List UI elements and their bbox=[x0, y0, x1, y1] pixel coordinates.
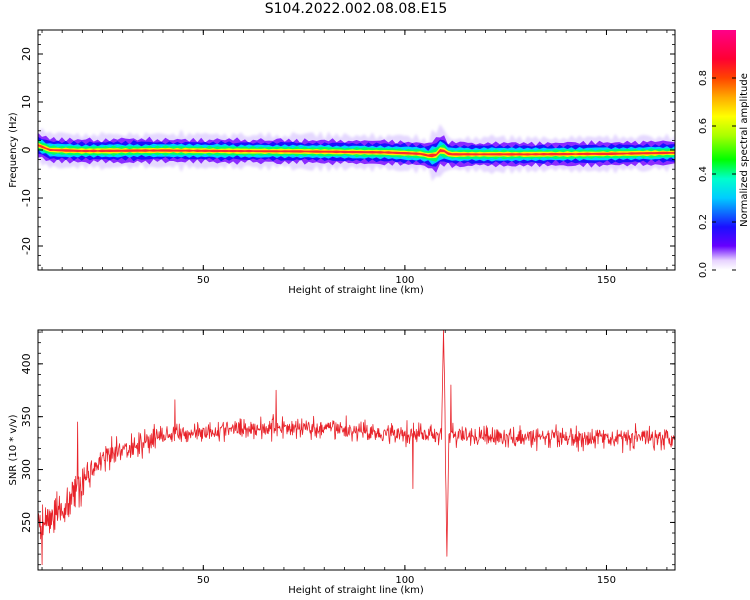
snr-series-line bbox=[38, 330, 675, 566]
colorbar-gradient bbox=[712, 30, 736, 270]
spectrogram-y-tick-label: 10 bbox=[20, 95, 33, 109]
colorbar-tick-label: 0.8 bbox=[698, 70, 709, 86]
colorbar-label: Normalized spectral amplitude bbox=[739, 73, 750, 227]
spectrogram-y-axis-label: Frequency (Hz) bbox=[8, 112, 19, 188]
colorbar-tick-label: 0.4 bbox=[698, 166, 709, 182]
snr-panel: 50 100 150 250 300 350 400 Height of straight … bbox=[8, 329, 676, 596]
snr-x-tick-label: 150 bbox=[597, 575, 616, 586]
snr-y-axis-label: SNR (10 * v/v) bbox=[8, 414, 19, 485]
spectrogram-panel: 50 100 150 -20 -10 0 10 20 Height of straight l… bbox=[8, 29, 676, 296]
snr-x-tick-label: 100 bbox=[395, 575, 414, 586]
spectrogram-y-tick-label: -20 bbox=[20, 237, 33, 255]
snr-frame bbox=[37, 329, 676, 571]
spectrogram-y-tick-label: -10 bbox=[20, 189, 33, 207]
spectrogram-x-tick-label: 150 bbox=[597, 275, 616, 286]
snr-x-tick-label: 50 bbox=[197, 575, 210, 586]
snr-y-tick-label: 350 bbox=[20, 406, 33, 427]
snr-y-tick-label: 300 bbox=[20, 459, 33, 480]
spectrogram-x-tick-label: 50 bbox=[197, 275, 210, 286]
spectrogram-x-axis-label: Height of straight line (km) bbox=[288, 285, 424, 296]
colorbar: 0.0 0.2 0.4 0.6 0.8 Normalized spectral ampl… bbox=[698, 30, 750, 278]
spectrogram-y-tick-label: 0 bbox=[20, 147, 33, 154]
spectral-band bbox=[38, 144, 675, 158]
snr-x-axis-label: Height of straight line (km) bbox=[288, 585, 424, 596]
figure-title: S104.2022.002.08.08.E15 bbox=[264, 1, 448, 17]
snr-y-tick-label: 250 bbox=[20, 512, 33, 533]
colorbar-tick-label: 0.6 bbox=[698, 118, 709, 134]
colorbar-tick-label: 0.0 bbox=[698, 262, 709, 278]
spectral-ridge bbox=[38, 124, 675, 182]
spectrogram-y-tick-label: 20 bbox=[20, 47, 33, 61]
colorbar-ticks: 0.0 0.2 0.4 0.6 0.8 bbox=[698, 70, 736, 278]
snr-y-tick-label: 400 bbox=[20, 353, 33, 374]
snr-ticks: 50 100 150 250 300 350 400 bbox=[20, 330, 675, 586]
spectrogram-x-tick-label: 100 bbox=[395, 275, 414, 286]
colorbar-tick-label: 0.2 bbox=[698, 214, 709, 230]
spectrogram-ticks: 50 100 150 -20 -10 0 10 20 bbox=[20, 30, 675, 286]
